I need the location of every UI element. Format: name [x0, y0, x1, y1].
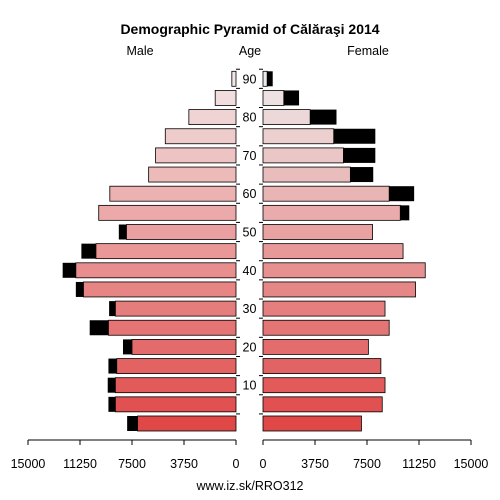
age-tick-label: 70 — [243, 149, 257, 163]
female-bar-75-79 — [262, 128, 335, 145]
female-bar-45-49 — [262, 243, 404, 260]
male-excess-0-4 — [127, 416, 138, 431]
male-bar-55-59 — [98, 204, 237, 221]
male-bar-70-74 — [155, 147, 237, 164]
male-excess-25-29 — [89, 320, 109, 336]
female-bar-10-14 — [262, 377, 386, 394]
female-bar-40-44 — [262, 262, 426, 279]
male-excess-45-49 — [81, 243, 96, 259]
axes-layer: 10 20 30 40 50 60 70 80 90 15000 11250 7500 3750 0 0 37… — [11, 68, 489, 471]
male-bar-45-49 — [95, 243, 237, 260]
male-label: Male — [126, 44, 153, 58]
footer-url: www.iz.sk/RRO312 — [196, 479, 304, 493]
male-excess-10-14 — [107, 377, 116, 393]
female-excess-55-59 — [400, 205, 410, 221]
male-bar-35-39 — [83, 281, 237, 298]
x-tick-label: 3750 — [170, 457, 198, 471]
female-bar-80-84 — [262, 109, 311, 125]
male-bar-85-89 — [214, 90, 237, 106]
male-excess-15-19 — [108, 358, 117, 374]
female-bar-70-74 — [262, 147, 344, 164]
x-tick-label: 11250 — [402, 457, 436, 471]
age-tick-label: 90 — [243, 72, 257, 86]
female-bar-30-34 — [262, 300, 386, 317]
female-excess-65-69 — [350, 167, 374, 183]
age-tick-label: 40 — [243, 264, 257, 278]
female-excess-80-84 — [310, 109, 337, 125]
female-bar-25-29 — [262, 319, 390, 336]
age-label: Age — [239, 44, 261, 58]
male-bar-40-44 — [75, 262, 237, 279]
x-tick-label: 15000 — [11, 457, 46, 471]
male-excess-40-44 — [62, 262, 76, 278]
x-tick-label: 7500 — [118, 457, 146, 471]
female-excess-85-89 — [283, 90, 300, 106]
male-bar-0-4 — [137, 415, 237, 432]
female-excess-75-79 — [333, 128, 376, 144]
female-bar-35-39 — [262, 281, 416, 298]
female-bar-90+ — [262, 70, 268, 87]
male-bar-75-79 — [164, 128, 237, 145]
male-excess-30-34 — [109, 301, 116, 317]
female-bar-65-69 — [262, 166, 351, 183]
female-bar-60-64 — [262, 185, 390, 202]
female-excess-70-74 — [343, 147, 376, 163]
age-tick-label: 80 — [243, 111, 257, 125]
female-bar-50-54 — [262, 224, 373, 240]
male-bar-50-54 — [126, 224, 237, 240]
x-tick-label: 15000 — [454, 457, 489, 471]
male-bar-10-14 — [114, 377, 237, 394]
male-bar-15-19 — [116, 358, 237, 374]
female-label: Female — [347, 44, 389, 58]
female-excess-60-64 — [389, 186, 415, 202]
x-tick-label: 11250 — [63, 457, 97, 471]
male-excess-50-54 — [118, 224, 127, 240]
male-bar-20-24 — [131, 338, 237, 355]
age-tick-label: 20 — [243, 340, 257, 354]
male-bar-60-64 — [109, 185, 237, 202]
chart-title: Demographic Pyramid of Călăraşi 2014 — [120, 21, 379, 37]
age-tick-label: 30 — [243, 302, 257, 316]
x-tick-label: 3750 — [301, 457, 329, 471]
female-bar-15-19 — [262, 358, 382, 374]
age-tick-label: 60 — [243, 187, 257, 201]
male-bar-25-29 — [108, 319, 237, 336]
male-bar-65-69 — [148, 166, 237, 183]
male-excess-20-24 — [122, 339, 132, 355]
male-bar-5-9 — [114, 396, 237, 413]
male-excess-35-39 — [75, 281, 84, 297]
age-tick-label: 50 — [243, 226, 257, 240]
x-tick-label: 0 — [233, 457, 240, 471]
bars-layer — [62, 70, 426, 432]
female-bar-55-59 — [262, 204, 401, 221]
female-bar-5-9 — [262, 396, 383, 413]
x-tick-label: 0 — [260, 457, 267, 471]
female-bar-0-4 — [262, 415, 362, 432]
female-bar-20-24 — [262, 338, 369, 355]
male-excess-5-9 — [108, 396, 116, 412]
male-bar-30-34 — [114, 300, 237, 317]
male-bar-90+ — [231, 70, 237, 87]
female-bar-85-89 — [262, 90, 285, 106]
age-tick-label: 10 — [243, 379, 257, 393]
male-bar-80-84 — [188, 109, 237, 125]
x-tick-label: 7500 — [353, 457, 381, 471]
female-excess-90+ — [267, 71, 273, 87]
